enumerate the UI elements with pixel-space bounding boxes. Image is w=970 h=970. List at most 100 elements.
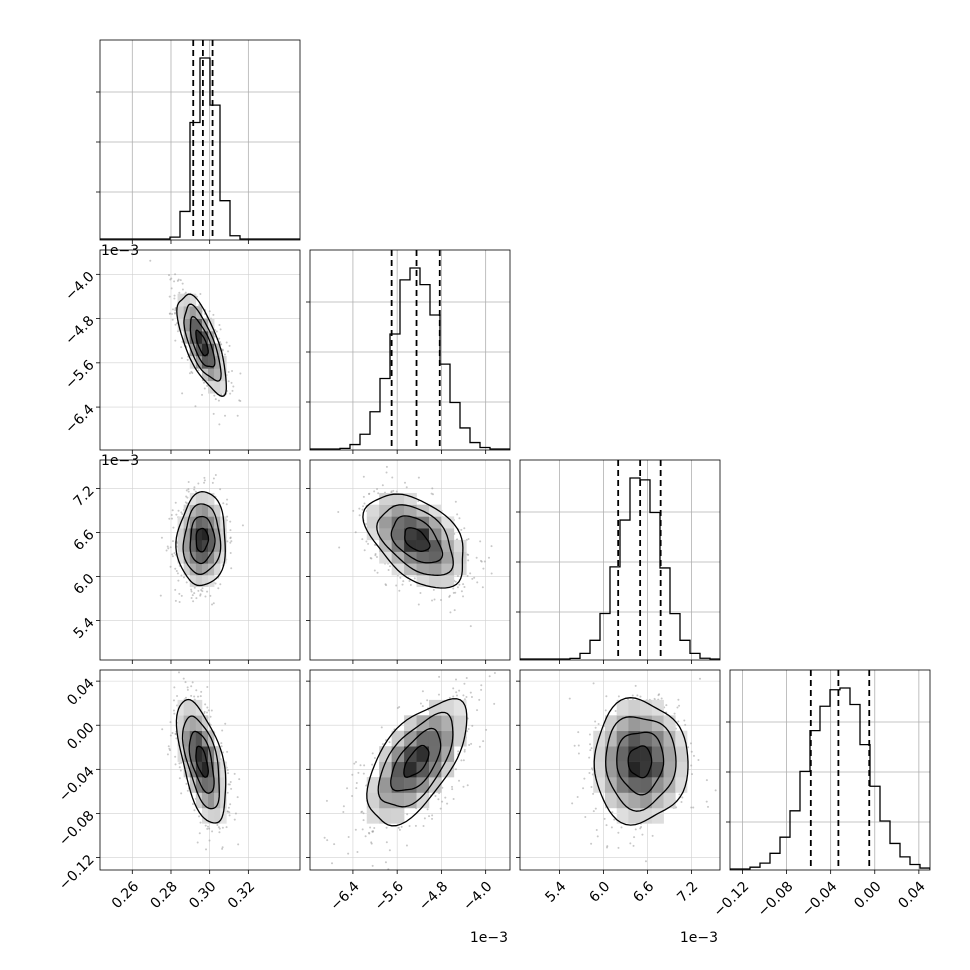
scatter-point [452, 797, 455, 800]
contour-line [181, 715, 220, 810]
scatter-point [217, 399, 220, 402]
scatter-point [197, 482, 200, 485]
density-cell [208, 777, 215, 793]
scatter-point [215, 330, 218, 333]
density-cell [208, 331, 215, 344]
density-cell [404, 761, 417, 778]
scatter-point [186, 789, 189, 792]
density-cell [201, 368, 209, 382]
scatter-point [590, 767, 593, 770]
scatter-point [397, 826, 400, 829]
scatter-point [342, 810, 345, 813]
density-cell [189, 343, 197, 357]
scatter-point [468, 744, 471, 747]
scatter-point [323, 836, 326, 839]
scatter-point [181, 513, 184, 516]
contour-line [376, 504, 454, 576]
scatter-point [455, 691, 458, 694]
density-cell [208, 343, 215, 357]
density-cell [189, 355, 197, 369]
scatter-point [481, 586, 484, 589]
scatter-point [180, 511, 183, 514]
contour-line [404, 527, 431, 552]
scatter-point [463, 527, 466, 530]
scatter-point [452, 591, 455, 594]
scatter-point [606, 845, 609, 848]
scatter-point [690, 773, 693, 776]
scatter-point [337, 511, 340, 514]
scatter-point [440, 598, 443, 601]
diag-panel-3 [726, 669, 931, 874]
scatter-point [469, 691, 472, 694]
density-cell [195, 551, 203, 564]
scatter-point [362, 772, 365, 775]
scatter-point [228, 814, 231, 817]
scatter-point [186, 642, 188, 644]
scatter-point [438, 675, 441, 678]
scatter-point [462, 759, 465, 762]
scatter-point [387, 568, 390, 571]
density-cell [177, 306, 184, 319]
density-cell [214, 504, 221, 517]
density-cell [441, 539, 455, 552]
y-tick-label: 5.4 [71, 615, 98, 642]
scatter-point [371, 763, 374, 766]
scatter-point [191, 594, 194, 597]
scatter-point [175, 569, 178, 572]
scatter-point [373, 757, 376, 760]
scatter-point [591, 773, 594, 776]
scatter-point [198, 304, 201, 307]
scatter-point [168, 517, 171, 520]
scatter-point [692, 806, 695, 809]
scatter-point [190, 588, 193, 591]
contour-line [189, 515, 216, 565]
scatter-point [466, 730, 469, 733]
scatter-point [639, 827, 642, 830]
density-cell [441, 730, 455, 747]
density-cell [208, 563, 215, 576]
density-cell [616, 746, 629, 762]
density-cell [628, 699, 641, 716]
scatter-point [187, 481, 190, 484]
scatter-point [482, 567, 485, 570]
contour-line [175, 491, 226, 587]
scatter-point [458, 689, 461, 692]
scatter-point [676, 706, 679, 709]
density-cell [195, 792, 203, 809]
scatter-point [463, 585, 466, 588]
scatter-point [483, 560, 486, 563]
contour-line [189, 315, 216, 368]
scatter-point [206, 686, 209, 689]
x-tick-label: −4.8 [416, 879, 451, 914]
scatter-point [180, 761, 183, 764]
scatter-point [683, 719, 686, 722]
scatter-point [421, 705, 424, 708]
density-cell [391, 792, 405, 809]
scatter-point [441, 786, 444, 789]
density-cell [453, 551, 467, 564]
scatter-point [690, 806, 693, 809]
scatter-point [641, 833, 644, 836]
scatter-point [467, 553, 470, 556]
density-cell [195, 492, 203, 505]
density-cell [177, 715, 184, 732]
scatter-point [428, 815, 431, 818]
scatter-point [172, 709, 175, 712]
density-cell [404, 777, 417, 793]
scatter-point [179, 769, 182, 772]
scatter-point [193, 592, 196, 595]
scatter-point [169, 546, 172, 549]
scatter-point [237, 843, 240, 846]
scatter-point [221, 846, 224, 849]
density-cell [183, 306, 191, 319]
scatter-point [220, 745, 223, 748]
contour-line [377, 711, 454, 808]
scatter-point [204, 595, 207, 598]
scatter-point [705, 779, 708, 782]
scatter-point [184, 696, 187, 699]
scatter-point [446, 802, 449, 805]
density-cell [183, 746, 191, 762]
y-tick-label: −4.0 [62, 269, 97, 304]
scatter-point [346, 787, 349, 790]
scatter-point [178, 291, 181, 294]
